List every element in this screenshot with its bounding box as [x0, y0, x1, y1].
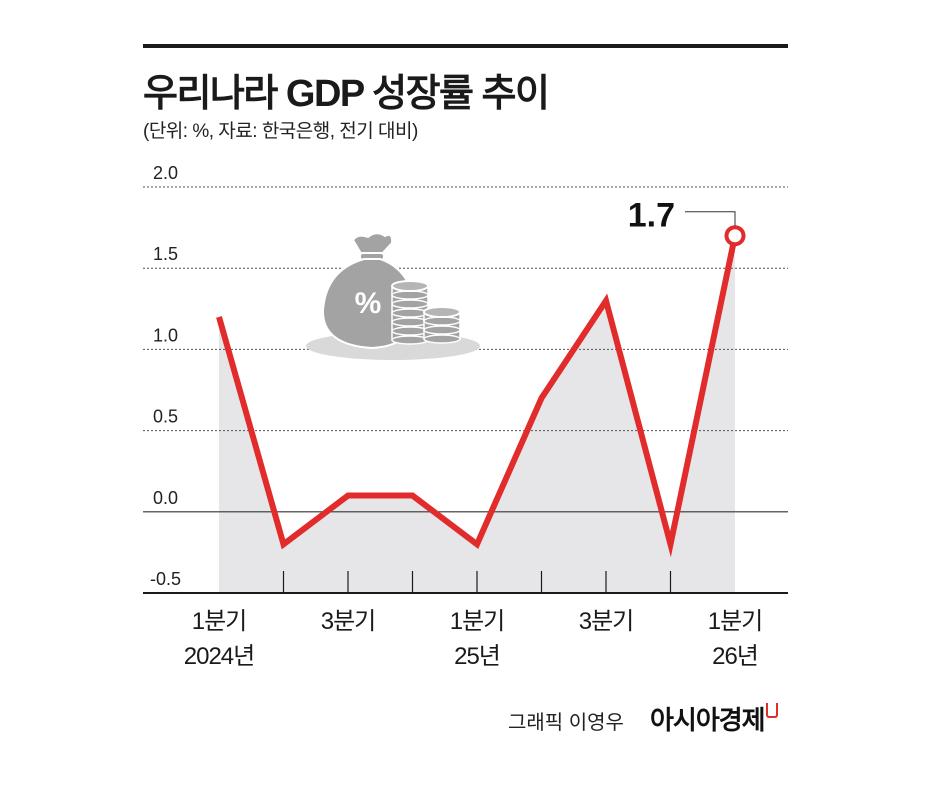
chart-subtitle: (단위: %, 자료: 한국은행, 전기 대비): [143, 121, 418, 142]
brand-logo: 아시아경제: [650, 705, 766, 735]
coin: [391, 326, 429, 336]
coin: [423, 334, 461, 344]
coin: [423, 306, 461, 318]
y-tick-label: -0.5: [150, 569, 181, 589]
coin-stack-icon: [391, 280, 461, 345]
y-tick-label: 1.0: [153, 325, 178, 345]
top-rule: [143, 44, 788, 48]
chart-title: 우리나라 GDP 성장률 추이: [143, 73, 550, 115]
x-tick-label: 3분기: [321, 608, 376, 635]
x-tick-label: 2024년: [184, 643, 254, 670]
coin: [391, 290, 429, 300]
y-tick-label: 0.0: [153, 488, 178, 508]
x-tick-label: 26년: [712, 643, 758, 670]
x-tick-label: 1분기: [450, 608, 505, 635]
coin: [423, 325, 461, 335]
coin: [391, 299, 429, 309]
grid-layer: 2.0 1.5 1.0 0.5 0.0 -0.5: [143, 163, 788, 589]
money-illustration: %: [306, 232, 480, 360]
x-tick-label: 25년: [454, 643, 500, 670]
line-layer: 1.7: [216, 197, 746, 558]
x-tick-label: 1분기: [192, 608, 247, 635]
series-area: [219, 235, 735, 593]
area-layer: [219, 235, 735, 593]
annotation-value: 1.7: [628, 197, 675, 235]
x-tick-label: 3분기: [579, 608, 634, 635]
y-tick-label: 0.5: [153, 407, 178, 427]
coin: [423, 316, 461, 326]
coin: [391, 308, 429, 318]
coin: [391, 317, 429, 327]
coin: [391, 335, 429, 345]
axis-layer: 1분기 2024년 3분기 1분기 25년 3분기 1분기 26년: [143, 571, 788, 670]
highlight-point-marker: [724, 225, 746, 247]
y-tick-label: 2.0: [153, 163, 178, 183]
x-tick-label: 1분기: [708, 608, 763, 635]
graphic-credit: 그래픽 이영우: [508, 712, 624, 734]
y-tick-label: 1.5: [153, 244, 178, 264]
series-line: [216, 235, 738, 558]
percent-glyph: %: [355, 287, 382, 320]
brand-mark-icon: [766, 703, 778, 718]
coin: [391, 280, 429, 292]
annotation-leader: [685, 211, 736, 226]
